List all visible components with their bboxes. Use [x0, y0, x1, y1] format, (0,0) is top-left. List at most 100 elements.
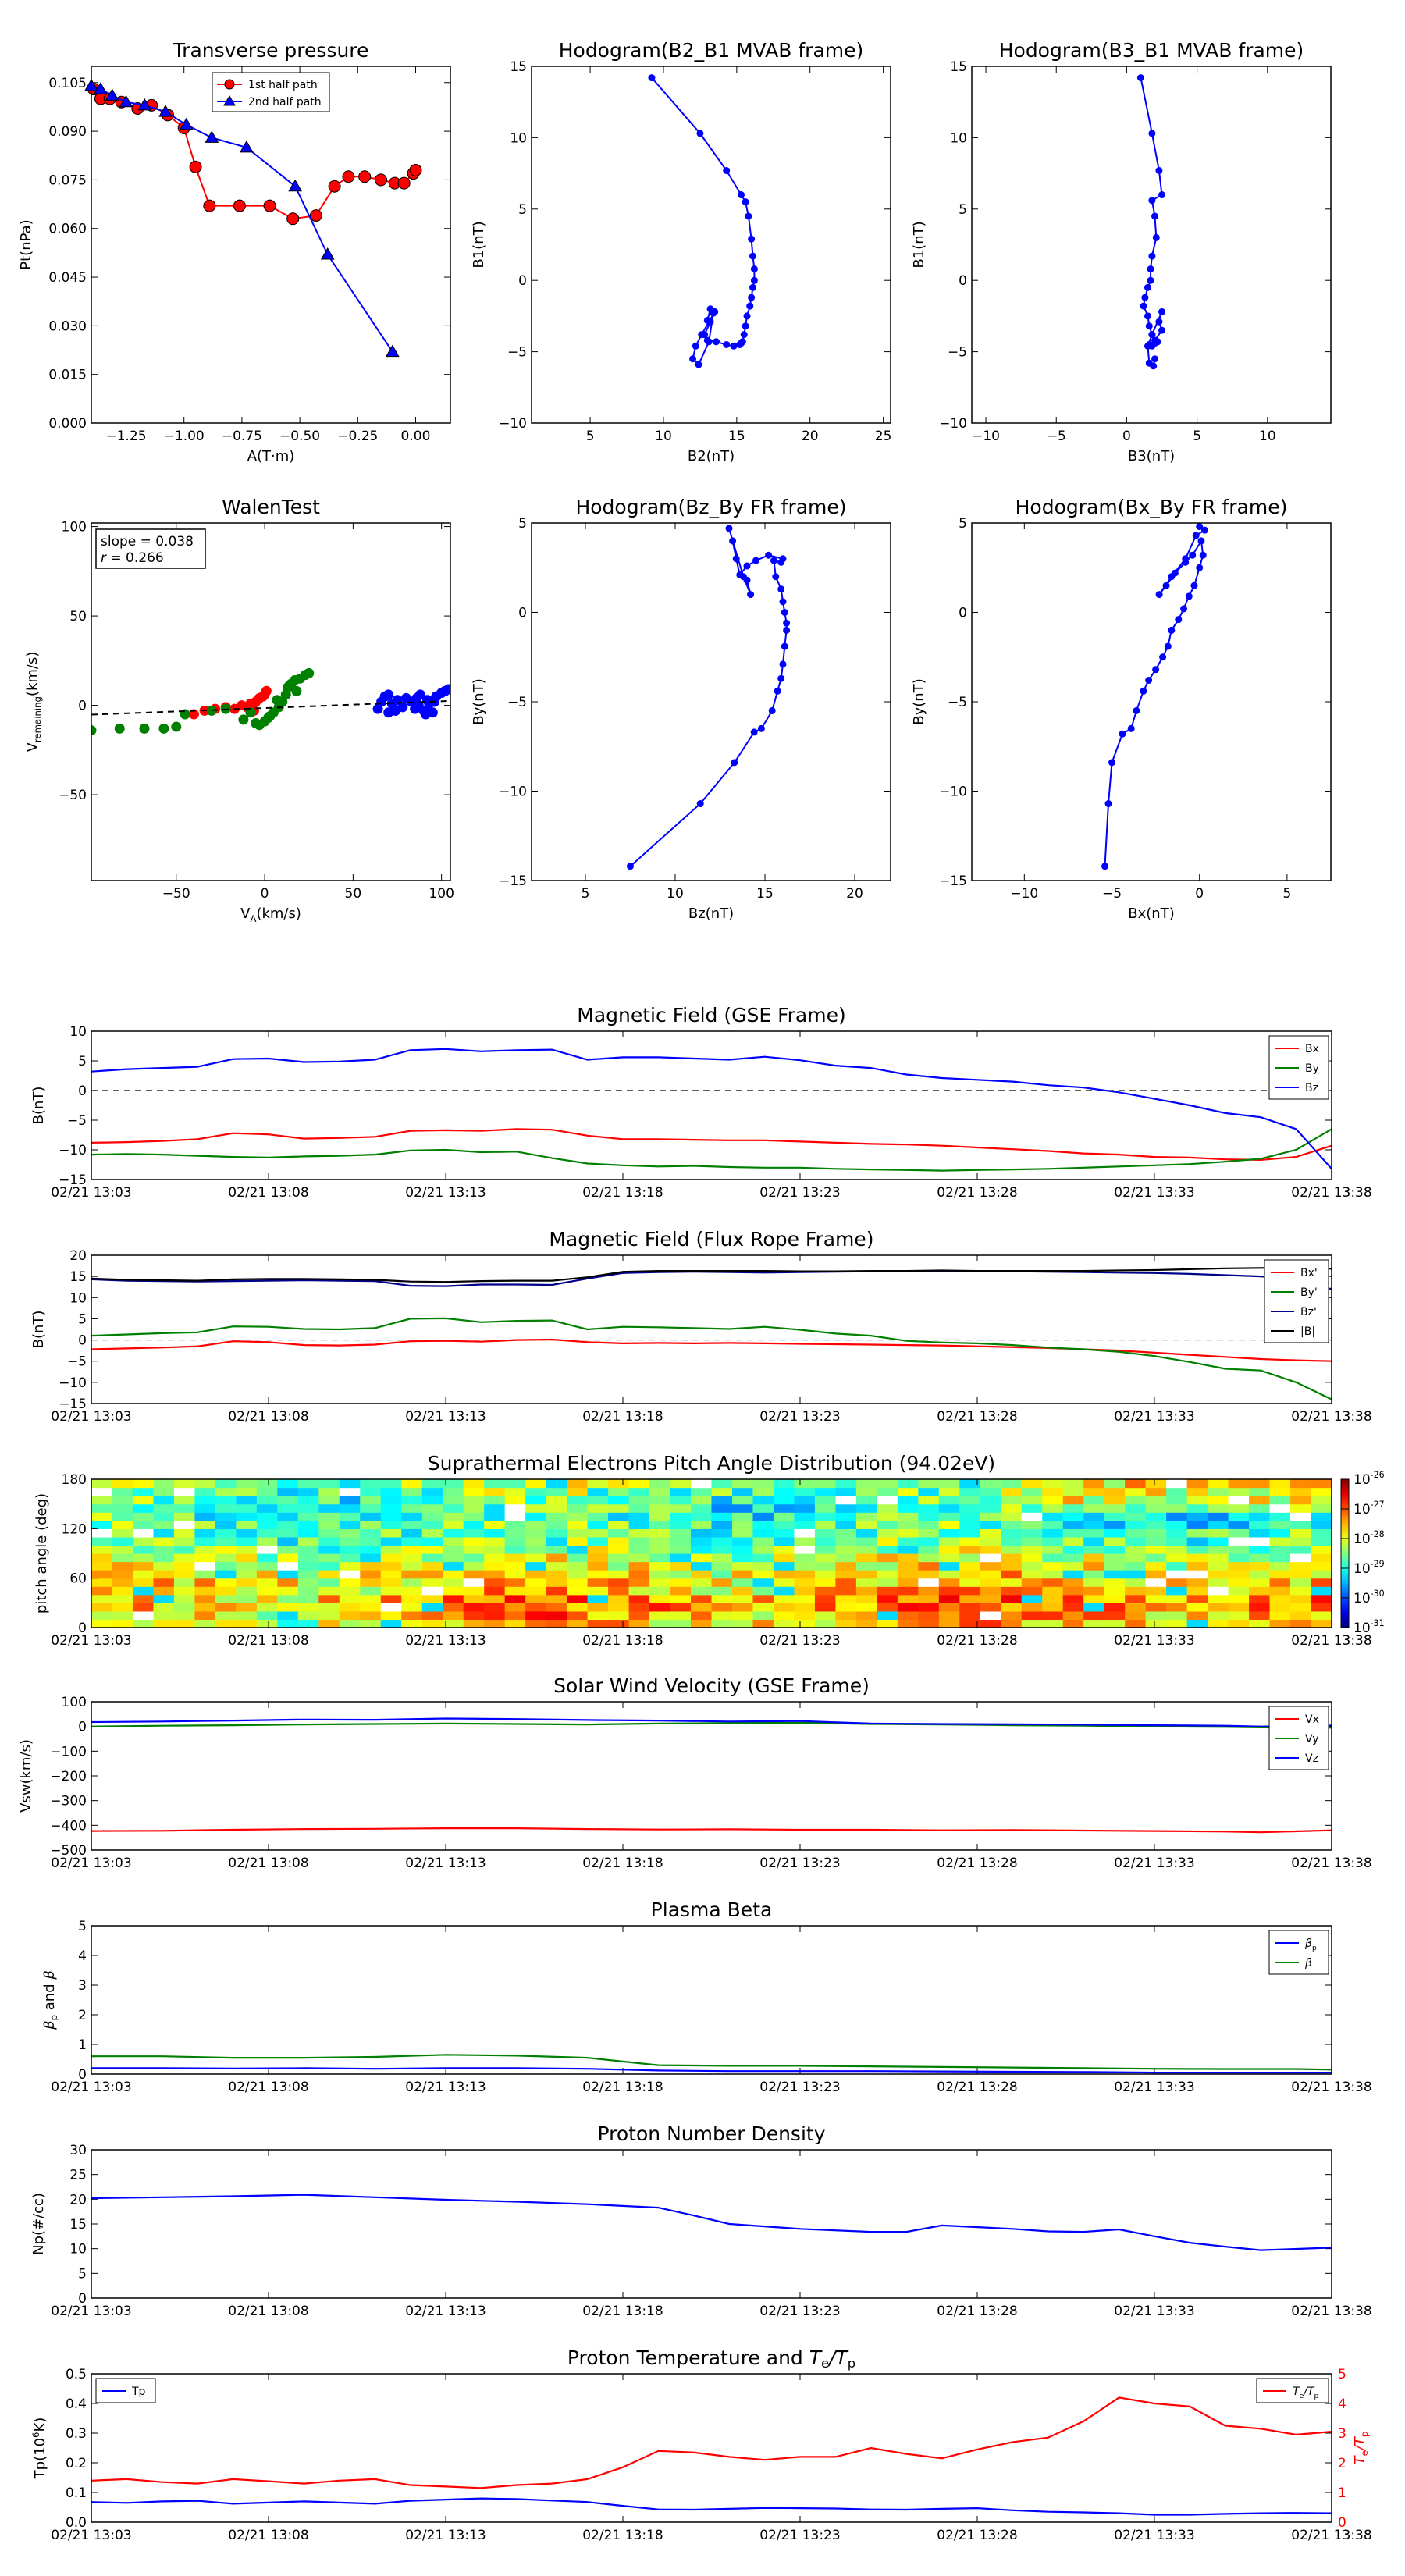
- pad-cell: [877, 1503, 898, 1513]
- h2-hodogram-point: [1140, 302, 1147, 310]
- pad-cell: [1249, 1536, 1271, 1546]
- pad-cell: [1311, 1545, 1332, 1554]
- np-ytick-label: 20: [69, 2192, 87, 2208]
- pad-cell: [422, 1496, 443, 1505]
- pad-cell: [1228, 1570, 1250, 1579]
- pad-cell: [153, 1610, 175, 1621]
- pad-cell: [297, 1512, 319, 1521]
- pad-cell: [1104, 1496, 1126, 1505]
- pad-cell: [256, 1520, 278, 1529]
- pad-cell: [318, 1610, 340, 1621]
- mffr-ytick-label: 5: [78, 1311, 87, 1327]
- pad-cell: [1083, 1487, 1105, 1496]
- h1-hodogram-point: [746, 302, 754, 310]
- pad-cell: [525, 1603, 547, 1612]
- pad-cell: [959, 1610, 981, 1621]
- pad-cell: [525, 1496, 547, 1505]
- mffr-ytick-label: −10: [59, 1375, 87, 1391]
- pad-cell: [380, 1545, 402, 1554]
- pad-cell: [1166, 1503, 1188, 1513]
- pad-cell: [649, 1528, 671, 1538]
- pad-cell: [608, 1479, 630, 1489]
- pad-cell: [504, 1586, 526, 1596]
- pad-cell: [1083, 1570, 1105, 1579]
- pad-cell: [773, 1536, 795, 1546]
- pad-cell: [112, 1561, 133, 1571]
- mffr-time-tick-label: 02/21 13:23: [759, 1409, 840, 1425]
- pad-cell: [256, 1545, 278, 1554]
- vsw-time-tick-label: 02/21 13:23: [759, 1856, 840, 1871]
- h2-hodogram-point: [1148, 331, 1156, 339]
- pad-cell: [297, 1553, 319, 1563]
- beta-series-β: [91, 2054, 1332, 2071]
- pad-cell: [422, 1528, 443, 1538]
- pad-cell: [1083, 1479, 1105, 1489]
- pad-cell: [236, 1570, 258, 1579]
- wt-scatter-point: [443, 684, 450, 695]
- pad-cell: [608, 1594, 630, 1603]
- beta-time-tick-label: 02/21 13:28: [937, 2080, 1017, 2095]
- pad-cell: [236, 1479, 258, 1489]
- tp-title: Transverse pressure: [173, 39, 369, 62]
- pad-cell: [835, 1578, 857, 1587]
- tp-series-line-1: [91, 84, 393, 353]
- pad-cell: [1104, 1487, 1126, 1496]
- pad-cell: [938, 1545, 960, 1554]
- pad-cell: [422, 1570, 443, 1579]
- h4-hodogram-point: [1140, 687, 1147, 695]
- pad-cell: [194, 1528, 216, 1538]
- pad-cell: [938, 1528, 960, 1538]
- h3-ylabel: By(nT): [471, 678, 487, 724]
- pad-cell: [1208, 1487, 1229, 1496]
- pad-cell: [814, 1487, 836, 1496]
- pad-cell: [194, 1553, 216, 1563]
- beta-series-βp: [91, 2067, 1332, 2074]
- pad-cell: [1145, 1545, 1167, 1554]
- pad-cell: [752, 1528, 774, 1538]
- pad-cell: [628, 1578, 650, 1587]
- mfgse-time-tick-label: 02/21 13:13: [405, 1185, 486, 1201]
- pad-cell: [835, 1619, 857, 1628]
- pad-cell: [525, 1520, 547, 1529]
- temp-left-legend: Tp: [95, 2378, 156, 2403]
- vsw-series-Vx: [91, 1827, 1332, 1834]
- h4-title: Hodogram(Bx_By FR frame): [1016, 496, 1288, 518]
- pad-cell: [752, 1619, 774, 1628]
- pad-cell: [1208, 1479, 1229, 1489]
- pad-cell: [1311, 1512, 1332, 1521]
- h3-hodogram-point: [779, 598, 787, 606]
- pad-cell: [504, 1487, 526, 1496]
- pad-cell: [897, 1545, 919, 1554]
- h4-hodogram-point: [1145, 677, 1153, 685]
- pad-cell: [277, 1487, 299, 1496]
- temp-ytick-right-label: 0: [1338, 2515, 1346, 2531]
- pad-cell: [484, 1578, 506, 1587]
- pad-cell: [318, 1520, 340, 1529]
- h1-xlabel: B2(nT): [688, 448, 735, 464]
- pad-cell: [297, 1619, 319, 1628]
- pad-cell: [215, 1553, 237, 1563]
- pad-cell: [297, 1520, 319, 1529]
- pad-cell: [773, 1561, 795, 1571]
- pad-cell: [173, 1479, 196, 1489]
- pad-cell: [525, 1528, 547, 1538]
- pad-cell: [1311, 1536, 1332, 1546]
- pad-cell: [546, 1570, 567, 1579]
- pad-cell: [360, 1561, 382, 1571]
- pad-cell: [628, 1503, 650, 1513]
- pad-cell: [1249, 1553, 1271, 1563]
- pad-cell: [277, 1520, 299, 1529]
- pad-cell: [215, 1520, 237, 1529]
- pad-cell: [649, 1578, 671, 1587]
- pad-cell: [814, 1520, 836, 1529]
- pad-cell: [897, 1512, 919, 1521]
- wt-scatter-point: [420, 709, 431, 720]
- pad-cell: [1062, 1603, 1084, 1612]
- wt-scatter-point: [291, 685, 302, 696]
- pad-cell: [1062, 1479, 1084, 1489]
- pad-cell: [1186, 1520, 1208, 1529]
- pad-cell: [897, 1528, 919, 1538]
- pad-cell: [1249, 1520, 1271, 1529]
- pad-cell: [236, 1586, 258, 1596]
